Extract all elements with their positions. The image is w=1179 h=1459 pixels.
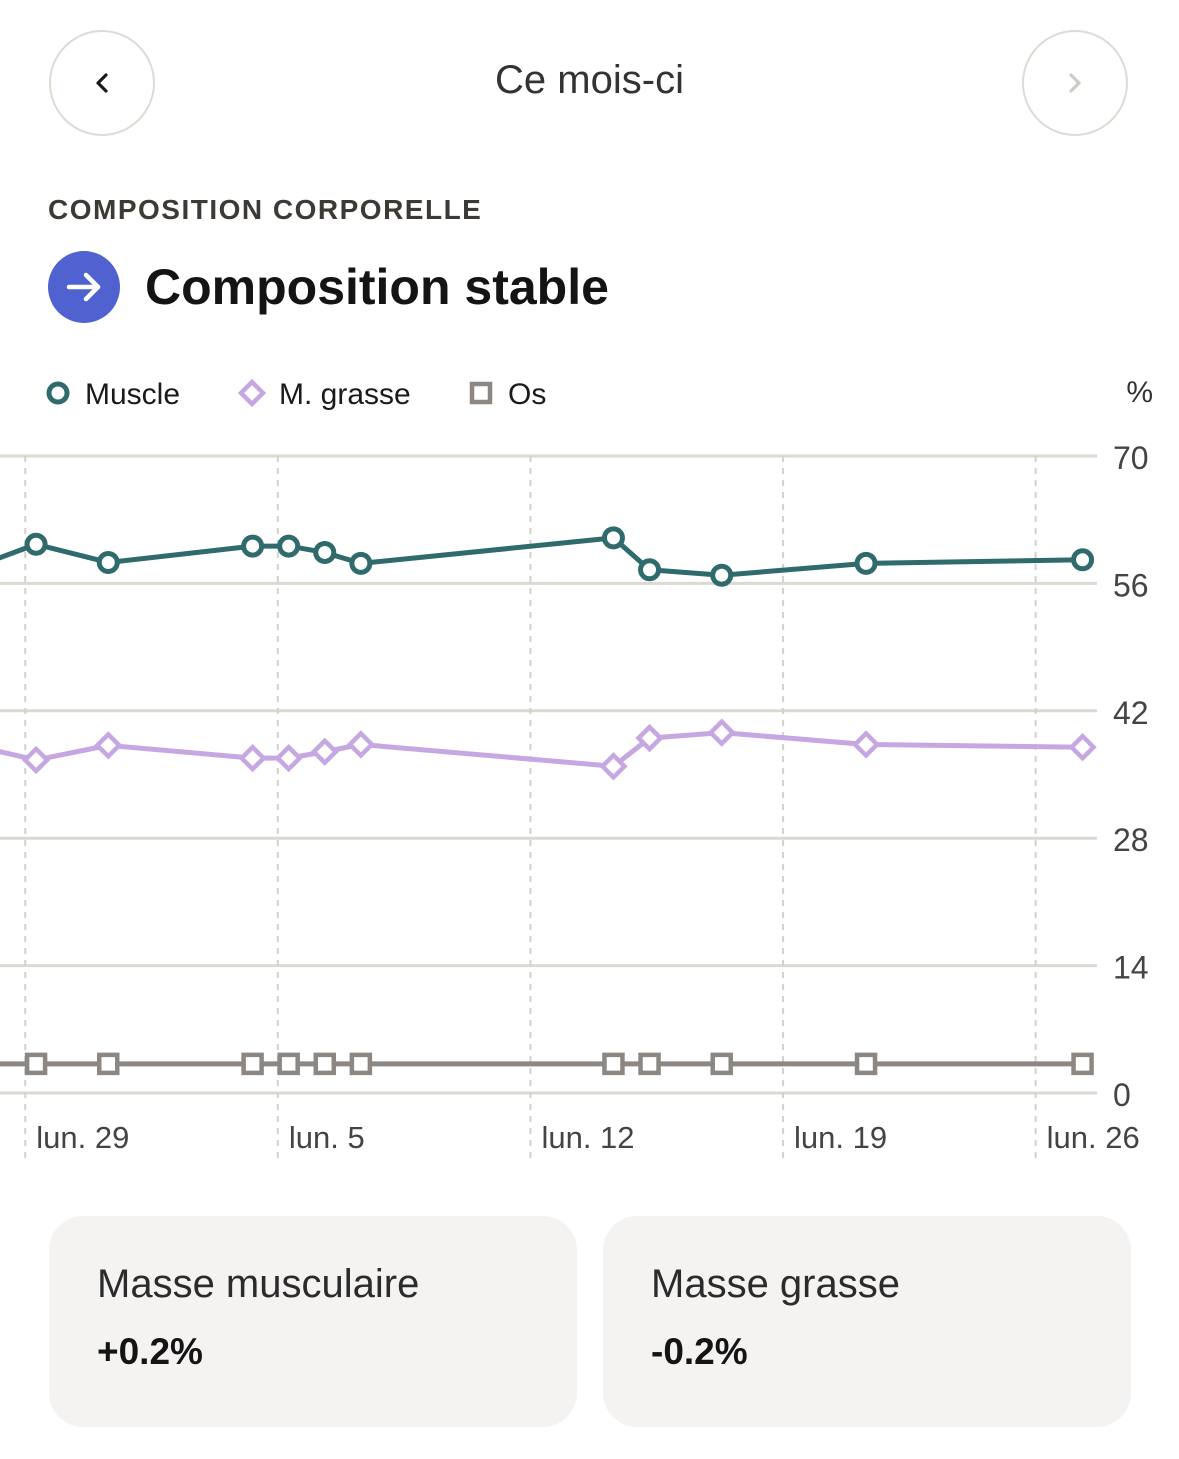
x-tick-label: lun. 26 (1047, 1120, 1140, 1155)
data-point (274, 743, 303, 773)
series-line (0, 730, 1086, 769)
chevron-left-icon (96, 73, 108, 93)
data-point (346, 730, 376, 759)
data-point (710, 1052, 733, 1076)
data-point (241, 1052, 264, 1076)
data-point (241, 534, 265, 558)
period-title: Ce mois-ci (495, 58, 684, 102)
y-tick-label: 0 (1113, 1077, 1131, 1113)
data-point (24, 1052, 48, 1076)
card-value: -0.2% (651, 1331, 748, 1372)
data-point (707, 718, 736, 747)
legend-marker (237, 378, 267, 408)
previous-period-button[interactable] (49, 30, 155, 136)
y-tick-label: 70 (1113, 440, 1149, 476)
x-tick-label: lun. 19 (794, 1120, 887, 1155)
y-tick-label: 56 (1113, 567, 1149, 603)
data-point (96, 550, 120, 574)
next-period-button[interactable] (1022, 30, 1128, 136)
data-point (638, 1052, 661, 1076)
card-label: Masse grasse (651, 1262, 900, 1306)
muscle-mass-card[interactable]: Masse musculaire +0.2% (49, 1216, 577, 1427)
data-point (349, 551, 373, 575)
data-point (238, 743, 267, 773)
data-point (1071, 548, 1095, 572)
card-value: +0.2% (97, 1331, 203, 1372)
y-tick-label: 42 (1113, 695, 1149, 731)
data-point (277, 534, 301, 558)
fat-mass-card[interactable]: Masse grasse -0.2% (603, 1216, 1131, 1427)
data-point (602, 1052, 625, 1076)
data-point (851, 730, 881, 759)
y-tick-label: 28 (1113, 822, 1149, 858)
series-line (0, 535, 1086, 578)
status-title: Composition stable (145, 259, 609, 315)
data-point (854, 1052, 878, 1076)
section-label: COMPOSITION CORPORELLE (48, 194, 483, 225)
data-point (635, 723, 664, 753)
data-point (1068, 733, 1097, 762)
data-point (313, 540, 337, 564)
legend-label: M. grasse (279, 378, 411, 411)
data-point (638, 558, 662, 582)
data-point (21, 745, 51, 775)
x-tick-label: lun. 29 (36, 1120, 129, 1155)
chevron-right-icon (1069, 73, 1081, 93)
data-point (24, 532, 48, 556)
y-unit-label: % (1126, 376, 1153, 409)
composition-chart[interactable]: 0 14 28 42 56 70% lun. 29 lun. 5 lun. 12 lun. 19 l… (0, 350, 1179, 1170)
status-indicator (48, 251, 120, 323)
data-point (97, 1052, 120, 1076)
data-point (854, 551, 878, 575)
data-point (1071, 1052, 1094, 1076)
legend-marker (469, 381, 493, 405)
data-point (94, 731, 123, 760)
data-point (310, 737, 339, 766)
data-point (710, 563, 734, 587)
data-point (599, 752, 628, 781)
y-tick-label: 14 (1113, 950, 1149, 986)
data-point (601, 526, 625, 550)
data-point (277, 1052, 300, 1076)
x-tick-label: lun. 5 (289, 1120, 365, 1155)
card-label: Masse musculaire (97, 1262, 420, 1306)
legend-label: Os (508, 378, 546, 411)
arrow-right-icon (66, 272, 101, 302)
x-tick-label: lun. 12 (541, 1120, 634, 1155)
data-point (349, 1052, 373, 1076)
series-group (0, 526, 1097, 1076)
data-point (313, 1052, 337, 1076)
legend-marker (46, 381, 70, 405)
legend-label: Muscle (85, 378, 180, 411)
